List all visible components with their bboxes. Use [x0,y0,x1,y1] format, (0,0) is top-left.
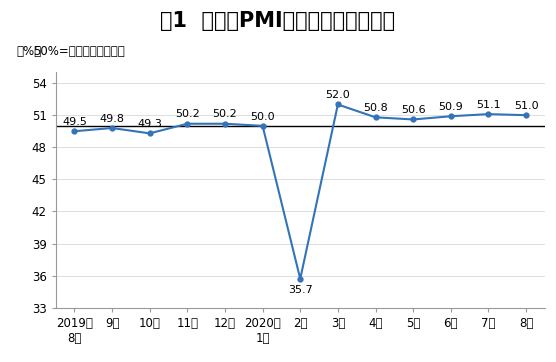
Text: 50.2: 50.2 [212,109,237,119]
Text: 51.0: 51.0 [514,101,538,111]
Text: 50.2: 50.2 [175,109,200,119]
Text: 50.8: 50.8 [363,103,388,113]
Text: 49.8: 49.8 [100,114,125,124]
Text: 49.3: 49.3 [137,119,162,129]
Text: 51.1: 51.1 [476,100,501,110]
Text: （%）: （%） [17,45,42,58]
Text: 50.9: 50.9 [439,102,463,112]
Text: 49.5: 49.5 [62,117,87,127]
Text: 50%=与上月比较无变化: 50%=与上月比较无变化 [33,45,125,58]
Text: 35.7: 35.7 [288,285,312,295]
Text: 50.6: 50.6 [401,105,425,115]
Text: 50.0: 50.0 [250,111,275,122]
Text: 图1  制造业PMI指数（经季节调整）: 图1 制造业PMI指数（经季节调整） [161,11,395,31]
Text: 52.0: 52.0 [325,90,350,100]
